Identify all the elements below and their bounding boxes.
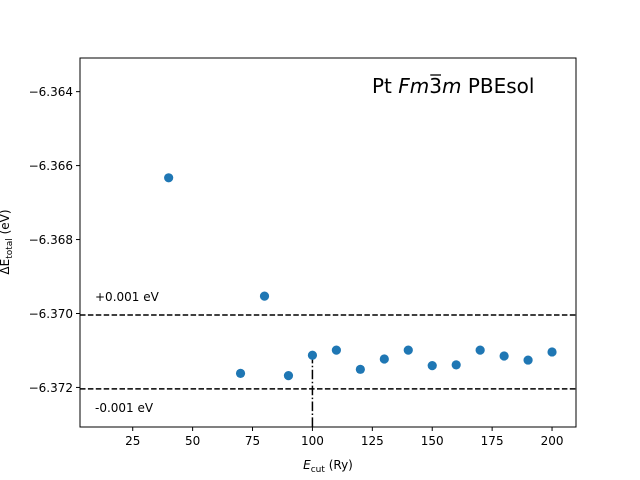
upper-tolerance-label: +0.001 eV (95, 290, 160, 304)
x-tick-label: 50 (185, 434, 200, 448)
y-axis-label: ΔEtotal (eV) (0, 209, 15, 274)
data-point-7 (355, 364, 365, 374)
reference-lines (80, 314, 576, 427)
y-axis-label-sub: total (5, 238, 15, 259)
data-point-6 (331, 345, 341, 355)
chart-title: Pt Fm3m PBEsol (372, 74, 534, 98)
data-point-10 (427, 361, 437, 371)
data-points (164, 173, 557, 381)
lower-tolerance-label: -0.001 eV (95, 401, 154, 415)
y-tick-label: −6.370 (29, 307, 73, 321)
title-spacegroup-f: F (398, 74, 410, 98)
x-tick-label: 125 (361, 434, 384, 448)
title-spacegroup-3: 3 (429, 74, 442, 98)
x-tick-label: 200 (541, 434, 564, 448)
y-axis-label-main: ΔE (0, 259, 12, 275)
x-axis-label-unit: (Ry) (325, 458, 353, 472)
y-tick-label: −6.368 (29, 233, 73, 247)
y-tick-label: −6.364 (29, 85, 73, 99)
x-tick-label: 175 (481, 434, 504, 448)
x-axis-label: Ecut (Ry) (303, 458, 353, 475)
data-point-2 (235, 368, 246, 378)
y-tick-label: −6.366 (29, 159, 73, 173)
data-point-12 (475, 345, 485, 355)
x-axis-label-sub: cut (311, 465, 326, 475)
x-tick-label: 100 (301, 434, 324, 448)
x-axis-label-main: E (303, 458, 311, 472)
axes-frame (79, 57, 577, 428)
title-prefix: Pt (372, 74, 398, 98)
x-tick-label: 150 (421, 434, 444, 448)
data-point-9 (403, 345, 413, 355)
data-point-3 (259, 291, 270, 301)
x-axis-ticks: 25 50 75 100 125 150 175 200 (125, 427, 563, 448)
data-point-4 (283, 371, 294, 381)
y-axis-ticks: −6.364 −6.366 −6.368 −6.370 −6.372 (29, 85, 80, 395)
y-tick-label: −6.372 (29, 381, 73, 395)
data-point-1 (164, 173, 174, 183)
data-point-5 (307, 350, 318, 360)
data-point-14 (523, 355, 533, 365)
title-spacegroup-m2: m (442, 74, 461, 98)
data-point-13 (499, 351, 509, 361)
x-tick-label: 25 (125, 434, 140, 448)
data-point-8 (379, 354, 389, 364)
plot-area (79, 57, 577, 428)
title-suffix: PBEsol (461, 74, 534, 98)
data-point-11 (451, 360, 461, 370)
x-tick-label: 75 (245, 434, 260, 448)
data-point-15 (547, 347, 557, 357)
y-axis-label-unit: (eV) (0, 209, 12, 238)
title-spacegroup-m1: m (410, 74, 429, 98)
